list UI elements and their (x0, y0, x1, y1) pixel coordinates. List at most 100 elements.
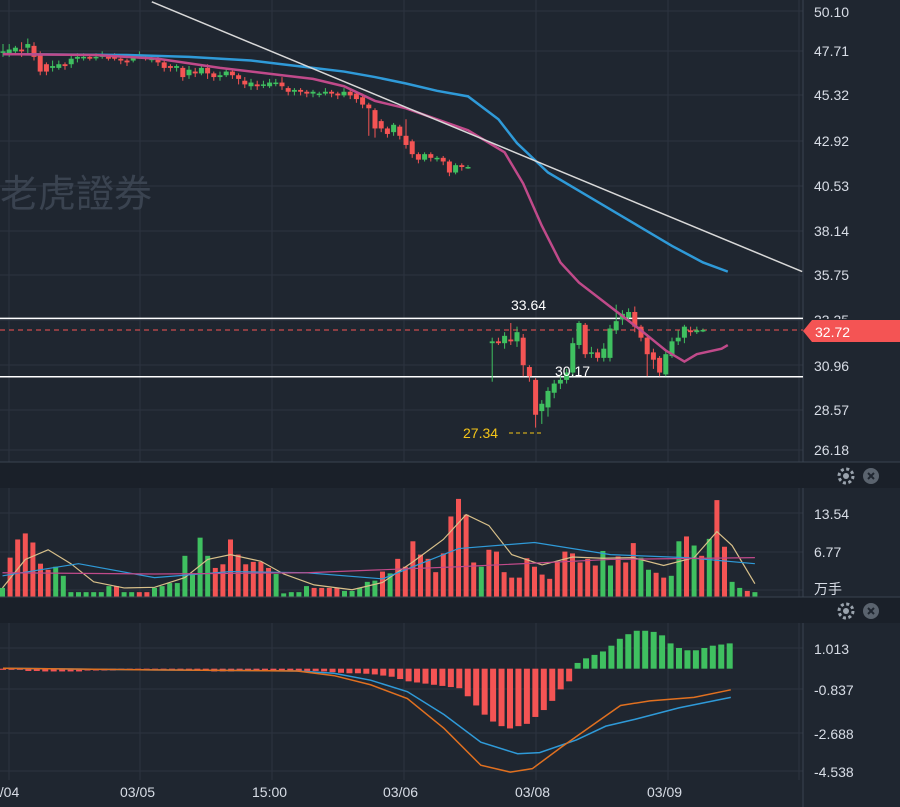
price-axis: 50.10 47.71 45.32 42.92 40.53 38.14 35.7… (814, 4, 849, 458)
gear-icon[interactable] (837, 467, 855, 485)
volume-bar (402, 566, 408, 597)
low-annotation: 27.34 (463, 425, 498, 441)
volume-bar (691, 545, 697, 597)
candle-body (520, 337, 526, 366)
volume-bar (714, 500, 720, 597)
macd-histogram-bar (388, 668, 395, 677)
macd-histogram-bar (532, 668, 539, 717)
candle-body (551, 383, 557, 393)
candle-body (539, 403, 545, 412)
candle-body (329, 91, 335, 94)
macd-histogram-bar (59, 668, 66, 672)
close-icon[interactable] (863, 603, 879, 619)
macd-histogram-bar (557, 668, 564, 690)
candle-body (465, 166, 471, 169)
candle-body (186, 69, 192, 76)
volume-bar (76, 592, 81, 597)
macd-histogram-bar (633, 630, 640, 669)
volume-bar (235, 554, 241, 597)
candle-body (192, 71, 198, 74)
candle-body (545, 390, 551, 408)
macd-histogram-bar (380, 668, 387, 676)
candle-body (514, 332, 520, 342)
macd-histogram-bar (16, 668, 23, 670)
low-level-annotation: 30.17 (555, 363, 590, 379)
candle-body (384, 128, 390, 134)
macd-histogram-bar (397, 668, 404, 680)
candle-body (378, 121, 384, 129)
candle-body (118, 58, 124, 61)
date-label: 03/05 (120, 784, 155, 800)
close-icon[interactable] (863, 468, 879, 484)
volume-bar (661, 577, 667, 597)
candle-body (279, 82, 285, 87)
moving-average-line (2, 52, 729, 273)
volume-bar (243, 564, 249, 597)
macd-histogram-bar (321, 668, 328, 672)
volume-bar (60, 575, 66, 597)
candle-body (25, 44, 31, 48)
volume-tick: 6.77 (814, 544, 841, 560)
volume-bar (706, 538, 712, 597)
candle-body (167, 66, 173, 68)
candle-body (248, 82, 254, 87)
macd-histogram-bar (405, 668, 412, 682)
macd-histogram-bar (33, 668, 40, 671)
price-tick: 26.18 (814, 442, 849, 458)
macd-histogram-bar (583, 658, 590, 669)
volume-bar (266, 567, 271, 597)
candle-body (688, 330, 694, 333)
candle-body (174, 66, 180, 68)
volume-bar (699, 555, 705, 597)
candle-body (68, 58, 74, 65)
candle-body (576, 322, 582, 346)
volume-bar (456, 498, 461, 597)
macd-histogram-bar (718, 644, 725, 669)
candle-body (650, 352, 656, 360)
volume-bar (615, 556, 621, 597)
macd-histogram-bar (430, 668, 437, 685)
macd-histogram-bar (481, 668, 488, 715)
candle-body (489, 341, 495, 344)
candle-body (372, 110, 378, 129)
candle-body (37, 55, 43, 72)
volume-average-line (2, 541, 755, 580)
candle-body (180, 67, 186, 78)
macd-histogram-bar (659, 635, 666, 669)
candle-body (310, 91, 316, 94)
candle-body (291, 89, 297, 92)
candle-body (31, 45, 37, 57)
volume-bar (152, 587, 157, 597)
volume-bar (494, 551, 499, 597)
candle-body (508, 339, 514, 342)
date-label: 03/06 (383, 784, 418, 800)
volume-bar (250, 561, 256, 597)
volume-bar (296, 592, 302, 597)
candle-body (663, 354, 669, 375)
candle-body (459, 165, 465, 167)
candle-body (130, 56, 136, 61)
macd-histogram-bar (245, 668, 252, 671)
volume-bar (190, 573, 195, 597)
volume-bar (425, 558, 431, 597)
volume-bar (205, 555, 211, 597)
candle-body (644, 337, 650, 355)
gear-icon[interactable] (837, 602, 855, 620)
candle-body (557, 379, 563, 384)
macd-histogram-bar (0, 668, 6, 670)
volume-panel (0, 498, 758, 597)
candle-body (428, 154, 434, 158)
macd-histogram-bar (67, 668, 74, 672)
volume-bar (478, 566, 484, 597)
candle-body (56, 64, 62, 68)
volume-bar (273, 573, 279, 597)
candle-body (700, 329, 706, 332)
macd-histogram-bar (338, 668, 344, 673)
volume-bar (174, 583, 180, 597)
volume-average-line (2, 557, 755, 575)
volume-bar (684, 536, 689, 597)
candle-body (526, 367, 532, 377)
volume-bar (357, 587, 363, 597)
macd-histogram-bar (25, 668, 32, 671)
